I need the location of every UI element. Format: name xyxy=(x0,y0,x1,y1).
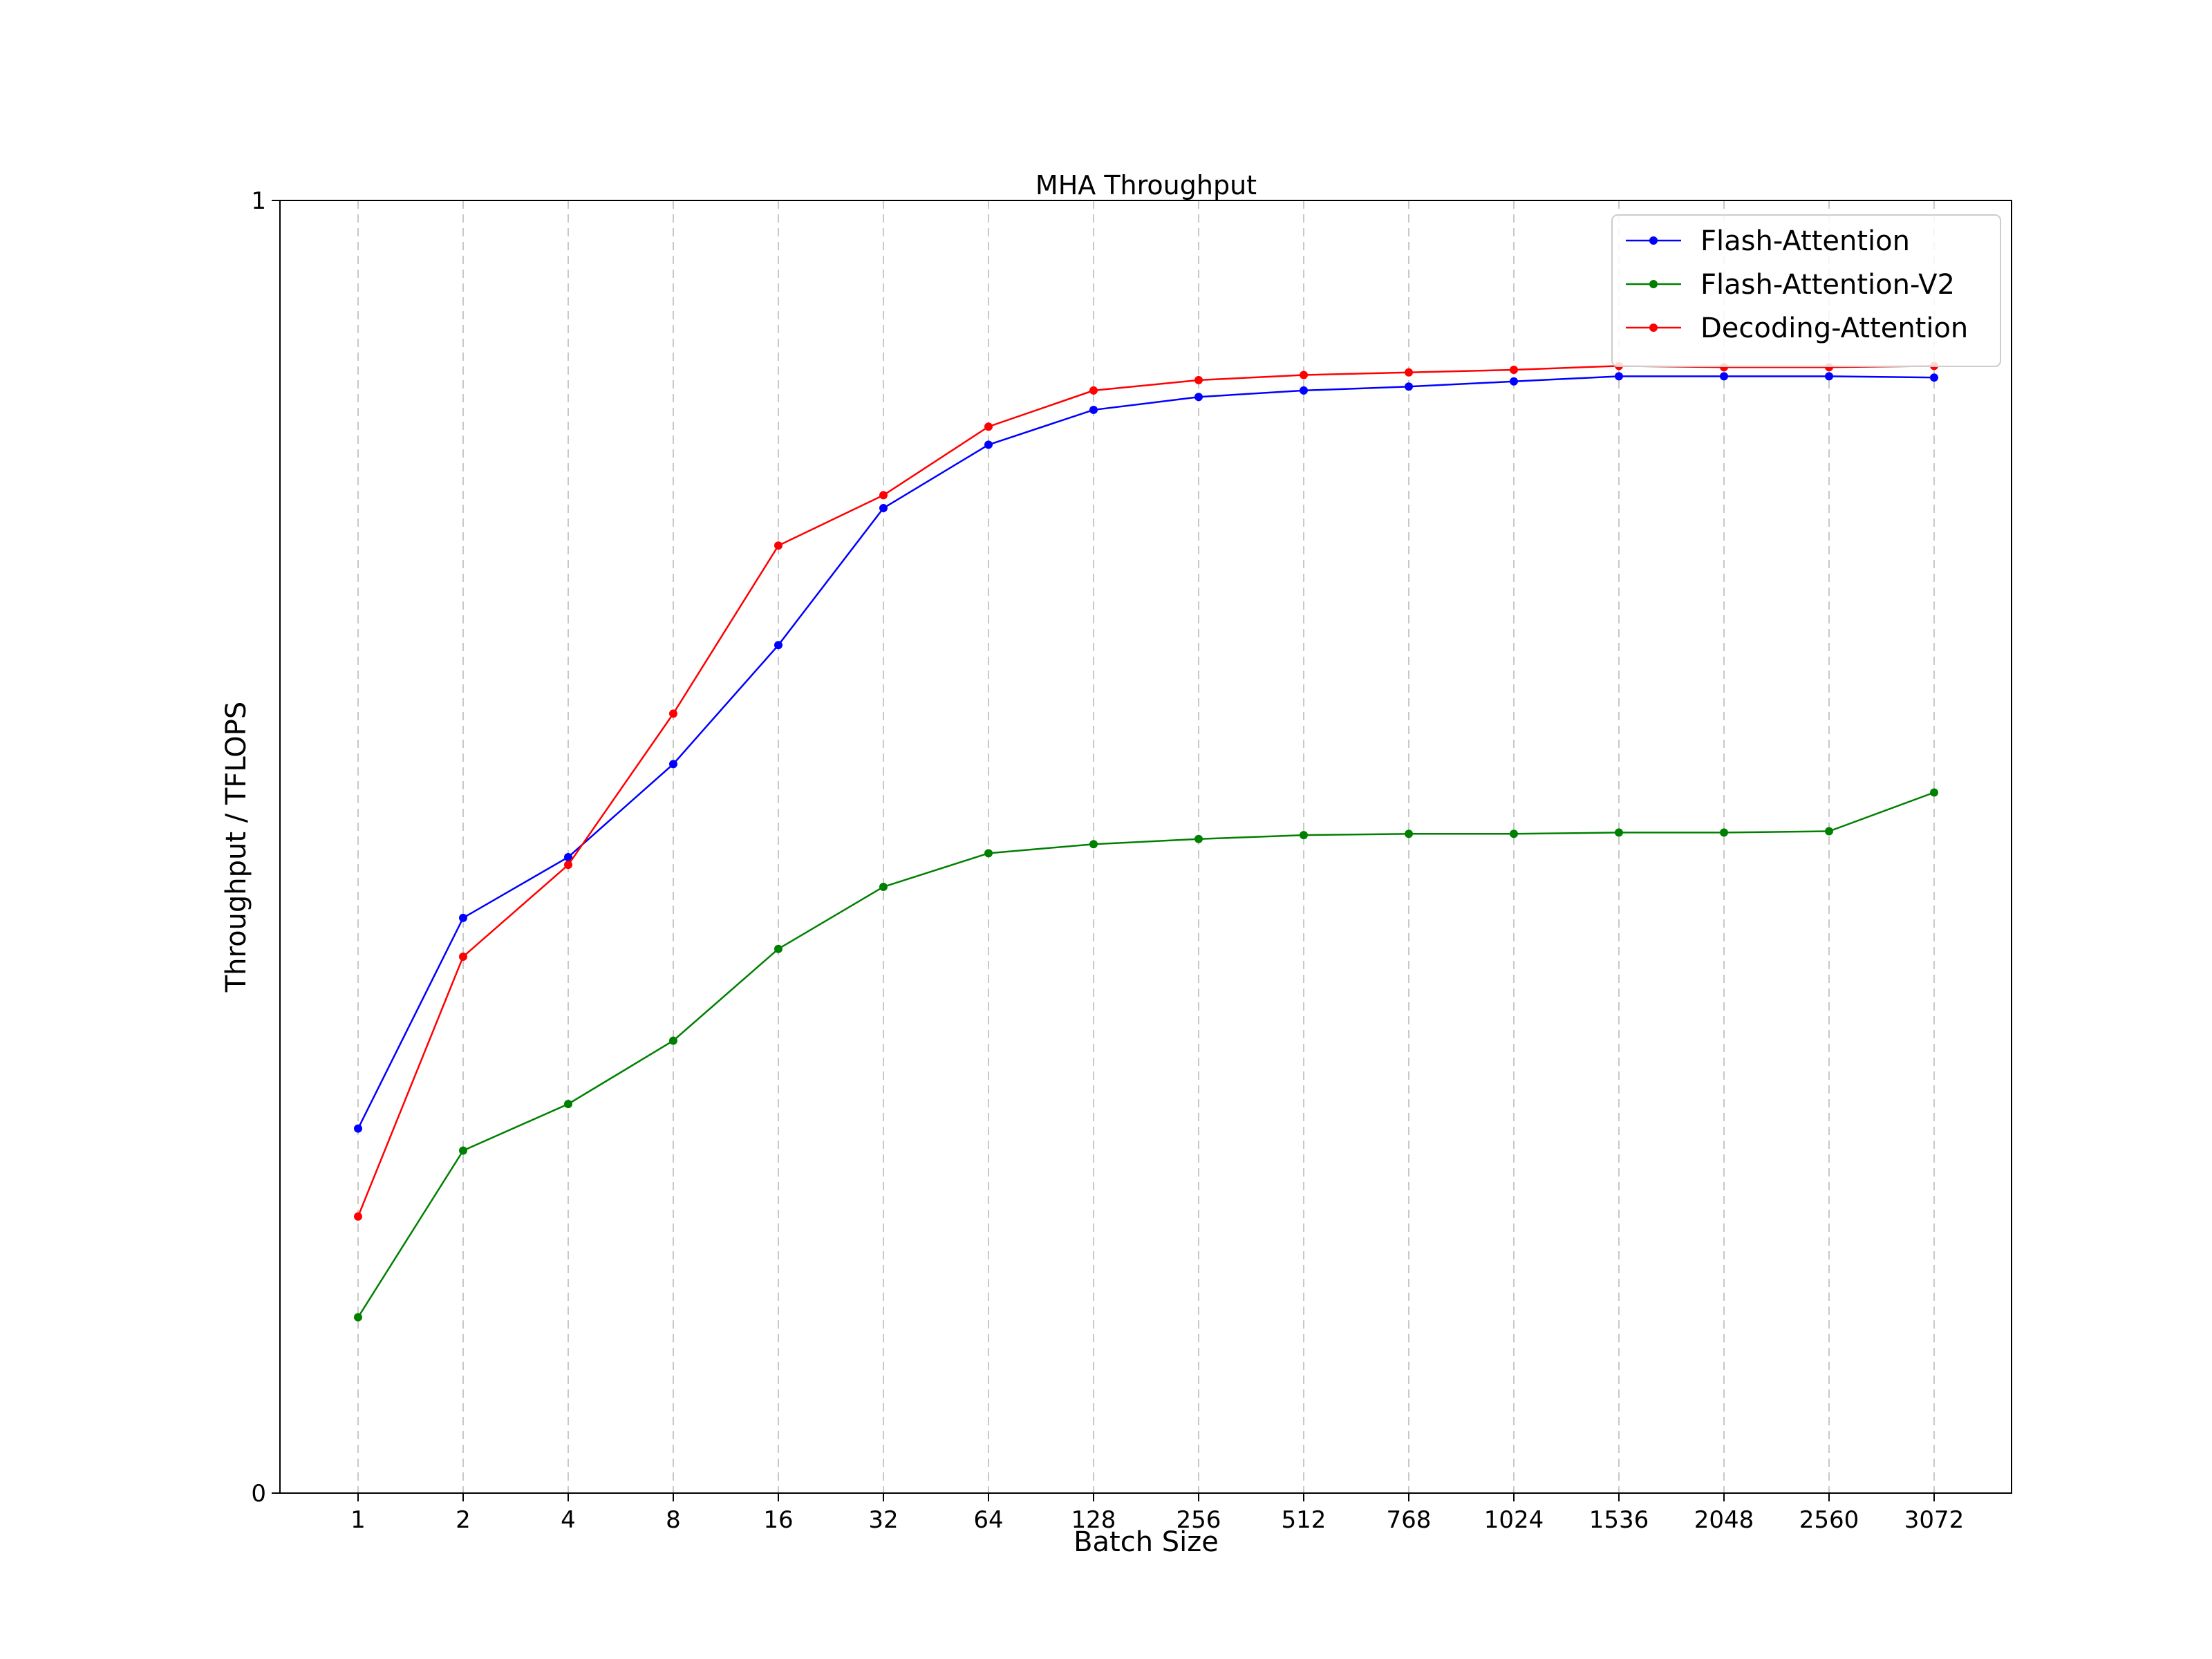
plot-frame xyxy=(279,200,2012,1494)
x-tick-label: 32 xyxy=(868,1506,898,1534)
flash-attention-point xyxy=(1930,373,1938,382)
flash-attention-v2-point xyxy=(774,944,782,953)
flash-attention-v2-point xyxy=(879,882,888,891)
flash-attention-v2-point xyxy=(1300,831,1308,840)
y-tick-label: 1 xyxy=(251,187,266,215)
decoding-attention-point xyxy=(459,952,467,961)
legend-label-flash-attention-v2: Flash-Attention-V2 xyxy=(1700,269,1955,301)
legend-marker-flash-attention-v2 xyxy=(1649,280,1658,288)
flash-attention-v2-line xyxy=(357,791,1935,1318)
legend-marker-decoding-attention xyxy=(1649,324,1658,332)
flash-attention-v2-point xyxy=(1405,830,1413,838)
legend: Flash-Attention Flash-Attention-V2 Decodin… xyxy=(1611,214,2001,367)
flash-attention-point xyxy=(1194,393,1203,402)
flash-attention-v2-point xyxy=(1194,834,1203,843)
x-tick-label: 8 xyxy=(666,1506,681,1534)
decoding-attention-point xyxy=(354,1212,362,1221)
grid-lines xyxy=(357,200,1935,1493)
decoding-attention-point xyxy=(1194,375,1203,384)
flash-attention-line xyxy=(357,375,1935,1130)
flash-attention-point xyxy=(1089,405,1098,414)
y-tick-label: 0 xyxy=(251,1480,266,1508)
flash-attention-point xyxy=(1615,372,1623,381)
decoding-attention-point xyxy=(1300,371,1308,379)
flash-attention-point xyxy=(1405,382,1413,391)
flash-attention-point xyxy=(459,913,467,922)
x-tick-label: 256 xyxy=(1177,1506,1221,1534)
legend-marker-flash-attention xyxy=(1649,236,1658,245)
x-axis: 1 2 4 8 16 32 64 128 256 512 768 1024 1536 2048 2560 30… xyxy=(350,1493,1964,1534)
x-tick-label: 512 xyxy=(1282,1506,1327,1534)
legend-box xyxy=(1611,214,2001,367)
flash-attention-v2-point xyxy=(984,849,993,858)
flash-attention-v2-point xyxy=(1930,788,1938,797)
flash-attention-v2-point xyxy=(669,1036,677,1045)
decoding-attention-point xyxy=(669,709,677,718)
x-tick-label: 2 xyxy=(456,1506,471,1534)
flash-attention-point xyxy=(879,504,888,513)
x-tick-label: 1024 xyxy=(1484,1506,1544,1534)
flash-attention-v2-point xyxy=(564,1100,572,1109)
flash-attention-point xyxy=(354,1124,362,1133)
flash-attention-point xyxy=(774,641,782,650)
flash-attention-v2-point xyxy=(1089,840,1098,849)
series-flash-attention xyxy=(354,372,1938,1133)
x-tick-label: 1 xyxy=(350,1506,366,1534)
x-tick-label: 128 xyxy=(1071,1506,1116,1534)
series-flash-attention-v2 xyxy=(354,788,1938,1322)
x-tick-label: 768 xyxy=(1387,1506,1432,1534)
flash-attention-v2-point xyxy=(1510,830,1518,838)
legend-label-flash-attention: Flash-Attention xyxy=(1700,225,1910,257)
x-tick-label: 16 xyxy=(763,1506,793,1534)
chart-title: MHA Throughput xyxy=(1035,170,1257,200)
flash-attention-v2-point xyxy=(1720,828,1728,837)
y-axis-label: Throughput / TFLOPS xyxy=(221,702,252,993)
decoding-attention-point xyxy=(1405,368,1413,377)
flash-attention-v2-point xyxy=(354,1313,362,1322)
decoding-attention-point xyxy=(984,422,993,431)
x-tick-label: 64 xyxy=(973,1506,1003,1534)
flash-attention-v2-point xyxy=(1615,828,1623,837)
x-tick-label: 1536 xyxy=(1589,1506,1649,1534)
decoding-attention-point xyxy=(1510,365,1518,374)
decoding-attention-point xyxy=(879,491,888,500)
flash-attention-v2-point xyxy=(459,1146,467,1155)
legend-label-decoding-attention: Decoding-Attention xyxy=(1700,312,1968,344)
flash-attention-v2-point xyxy=(1825,827,1833,836)
x-tick-label: 4 xyxy=(561,1506,576,1534)
flash-attention-point xyxy=(1825,372,1833,381)
decoding-attention-point xyxy=(774,541,782,550)
flash-attention-point xyxy=(669,760,677,769)
decoding-attention-point xyxy=(564,861,572,870)
x-tick-label: 2560 xyxy=(1799,1506,1859,1534)
x-tick-label: 2048 xyxy=(1694,1506,1754,1534)
x-tick-label: 3072 xyxy=(1904,1506,1965,1534)
series-layer xyxy=(354,362,1938,1322)
flash-attention-point xyxy=(1510,377,1518,386)
flash-attention-point xyxy=(1300,386,1308,395)
y-axis: 01 xyxy=(251,187,280,1508)
flash-attention-point xyxy=(984,440,993,449)
x-axis-label: Batch Size xyxy=(1074,1526,1219,1558)
flash-attention-point xyxy=(564,852,572,861)
decoding-attention-point xyxy=(1089,386,1098,395)
flash-attention-point xyxy=(1720,372,1728,381)
